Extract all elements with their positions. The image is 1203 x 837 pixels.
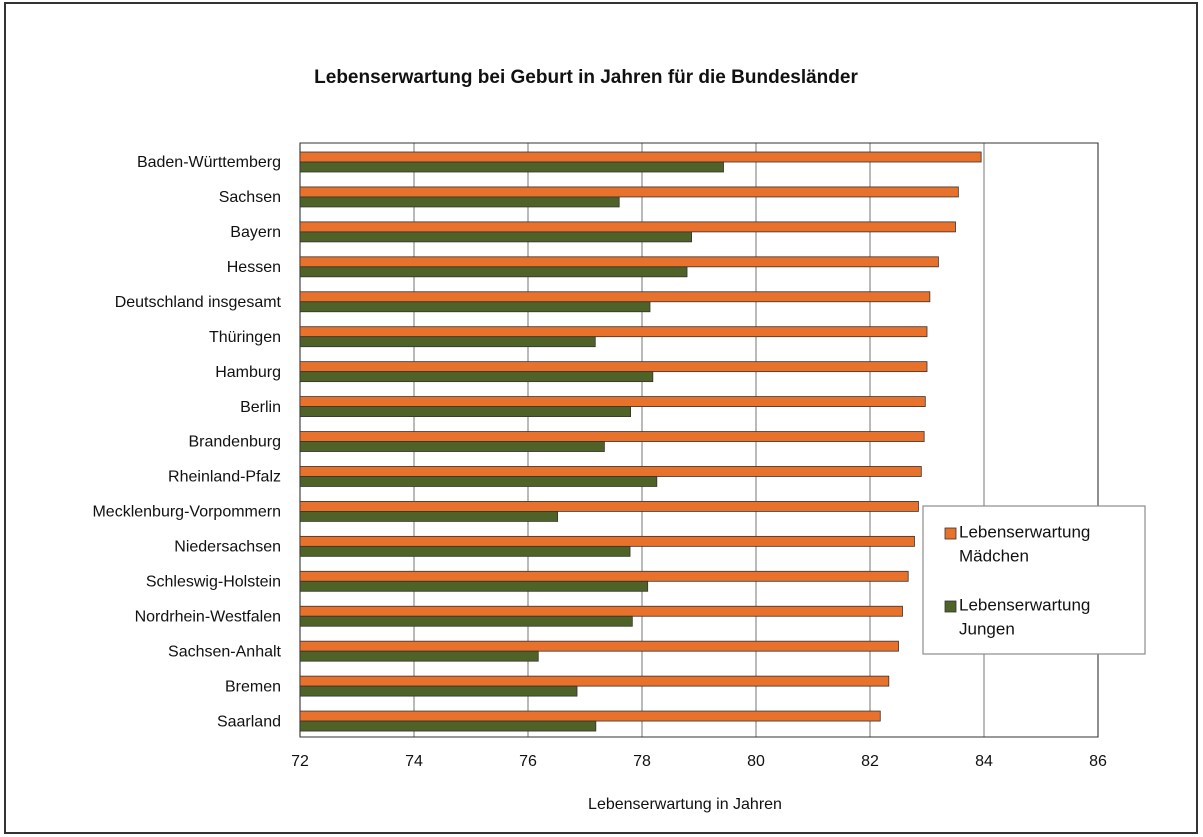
x-tick-label: 84 xyxy=(975,753,993,770)
legend-label: Mädchen xyxy=(959,546,1029,565)
category-label: Nordrhein-Westfalen xyxy=(135,608,281,625)
bar-jungen xyxy=(299,545,631,557)
bar-maedchen xyxy=(299,186,959,198)
chart-frame xyxy=(4,2,1198,834)
bar-maedchen xyxy=(299,710,881,722)
legend-label: Jungen xyxy=(959,619,1015,638)
category-label: Bayern xyxy=(230,224,281,241)
category-label: Sachsen xyxy=(219,189,281,206)
bar-jungen xyxy=(299,615,633,627)
bar-maedchen xyxy=(299,431,925,442)
bar-jungen xyxy=(299,476,658,487)
chart-title: Lebenserwartung bei Geburt in Jahren für… xyxy=(314,67,858,88)
category-label: Rheinland-Pfalz xyxy=(168,469,281,486)
bar-maedchen xyxy=(299,396,926,407)
category-label: Mecklenburg-Vorpommern xyxy=(92,504,281,521)
bar-maedchen xyxy=(299,640,899,652)
bar-jungen xyxy=(299,371,654,383)
bar-maedchen xyxy=(299,326,928,338)
category-label: Hessen xyxy=(227,259,281,276)
category-label: Saarland xyxy=(217,713,281,730)
category-label: Deutschland insgesamt xyxy=(115,294,282,311)
legend-swatch xyxy=(944,600,957,613)
category-label: Hamburg xyxy=(215,364,281,381)
category-label: Brandenburg xyxy=(188,434,281,451)
bar-jungen xyxy=(299,301,651,313)
bar-maedchen xyxy=(299,605,903,617)
x-axis-label: Lebenserwartung in Jahren xyxy=(588,796,782,813)
bar-maedchen xyxy=(299,221,956,233)
bars xyxy=(299,151,982,732)
x-tick-label: 72 xyxy=(291,753,309,770)
x-tick-label: 78 xyxy=(633,753,651,770)
bar-jungen xyxy=(299,580,649,592)
bar-jungen xyxy=(299,685,578,697)
bar-jungen xyxy=(299,196,620,208)
legend-label: Lebenserwartung xyxy=(959,595,1090,614)
category-label: Thüringen xyxy=(209,329,281,346)
category-labels: Baden-Württemberg Sachsen Bayern Hessen Deut… xyxy=(92,154,281,730)
x-tick-label: 86 xyxy=(1089,753,1107,770)
legend-box xyxy=(922,505,1146,655)
category-label: Baden-Württemberg xyxy=(137,154,281,171)
bar-maedchen xyxy=(299,675,890,687)
bar-maedchen xyxy=(299,535,915,547)
legend-label: Lebenserwartung xyxy=(959,522,1090,541)
x-tick-label: 76 xyxy=(519,753,537,770)
bar-jungen xyxy=(299,266,688,278)
bar-maedchen xyxy=(299,151,982,163)
legend-swatch xyxy=(944,527,957,540)
bar-maedchen xyxy=(299,256,939,268)
x-tick-label: 80 xyxy=(747,753,765,770)
category-label: Sachsen-Anhalt xyxy=(168,643,282,660)
bar-jungen xyxy=(299,336,596,348)
bar-jungen xyxy=(299,161,724,173)
legend: Lebenserwartung Mädchen Lebenserwartung Jun… xyxy=(922,505,1146,655)
bar-maedchen xyxy=(299,501,919,512)
x-tick-label: 74 xyxy=(405,753,423,770)
bar-jungen xyxy=(299,720,597,732)
category-label: Schleswig-Holstein xyxy=(146,574,281,591)
bar-maedchen xyxy=(299,466,922,477)
x-tick-labels: 72 74 76 78 80 82 84 86 xyxy=(291,753,1107,770)
bar-jungen xyxy=(299,511,559,522)
bar-maedchen xyxy=(299,291,931,303)
bar-jungen xyxy=(299,650,539,662)
bar-maedchen xyxy=(299,570,909,582)
bar-jungen xyxy=(299,231,692,243)
category-label: Berlin xyxy=(240,399,281,416)
bar-maedchen xyxy=(299,361,928,373)
category-label: Bremen xyxy=(225,678,281,695)
bar-jungen xyxy=(299,406,632,417)
x-tick-label: 82 xyxy=(861,753,879,770)
category-label: Niedersachsen xyxy=(174,539,281,556)
bar-jungen xyxy=(299,441,605,452)
